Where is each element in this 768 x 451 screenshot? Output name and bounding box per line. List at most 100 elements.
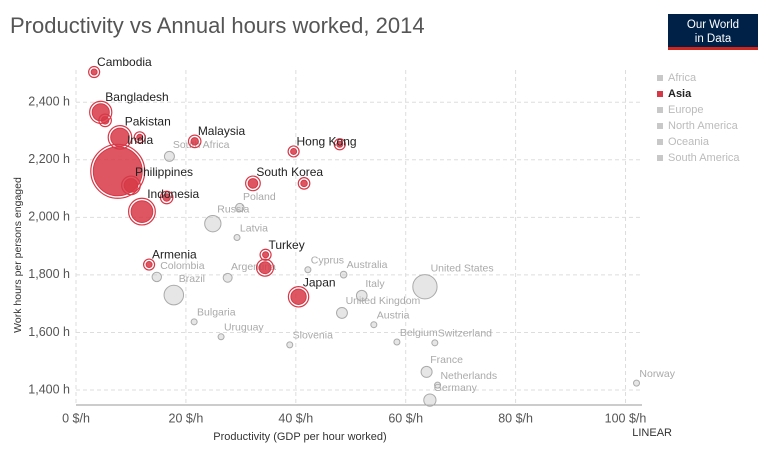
point-ring — [107, 124, 133, 150]
legend-swatch[interactable] — [657, 155, 663, 161]
data-point — [233, 234, 241, 241]
legend-swatch[interactable] — [657, 139, 663, 145]
data-point — [163, 150, 175, 162]
legend-swatch[interactable] — [657, 107, 663, 113]
point-label: Netherlands — [440, 370, 497, 382]
data-point — [247, 178, 259, 189]
scale-label[interactable]: LINEAR — [632, 427, 672, 439]
point-ring — [133, 131, 146, 144]
point-ring — [88, 65, 101, 79]
point-label: United States — [431, 262, 494, 274]
point-label: Malaysia — [198, 124, 246, 138]
x-tick-label: 20 $/h — [169, 411, 204, 425]
legend-swatch[interactable] — [657, 123, 663, 129]
data-point — [423, 393, 437, 407]
point-label: Bulgaria — [197, 307, 236, 319]
data-point — [393, 338, 401, 346]
point-label: Brazil — [179, 273, 205, 285]
point-label: Slovenia — [293, 330, 333, 342]
data-point — [300, 179, 308, 188]
data-point — [136, 133, 144, 141]
data-point — [434, 381, 442, 389]
point-label: Italy — [365, 278, 385, 290]
point-ring — [333, 138, 346, 151]
data-point — [222, 272, 233, 283]
grid: 1,400 h 1,600 h 1,800 h 2,000 h 2,200 h 2,400… — [28, 70, 646, 425]
logo-text: Our World — [687, 19, 739, 31]
point-ring — [259, 248, 272, 261]
point-label: France — [430, 354, 463, 366]
point-label: Cambodia — [97, 55, 152, 69]
legend-label[interactable]: Asia — [668, 88, 692, 100]
data-point — [290, 288, 307, 305]
x-tick-label: 40 $/h — [278, 411, 313, 425]
point-label: Bangladesh — [105, 90, 168, 104]
data-point — [123, 178, 139, 193]
point-label: Poland — [243, 191, 276, 203]
data-point — [412, 274, 438, 300]
point-label: South Korea — [256, 165, 323, 179]
data-point — [90, 68, 98, 76]
point-label: Hong Kong — [297, 135, 357, 149]
point-ring — [287, 286, 310, 308]
x-tick-label: 100 $/h — [605, 411, 647, 425]
legend-label[interactable]: Europe — [668, 104, 703, 116]
point-ring — [187, 134, 202, 149]
x-tick-label: 60 $/h — [388, 411, 423, 425]
data-point — [145, 261, 153, 269]
point-label: Germany — [434, 382, 478, 394]
point-label: Philippines — [135, 165, 193, 179]
data-point — [204, 215, 222, 233]
point-label: Pakistan — [125, 114, 171, 128]
data-point — [235, 202, 245, 213]
legend-swatch[interactable] — [657, 75, 663, 81]
legend-label[interactable]: Africa — [668, 72, 697, 84]
y-tick-label: 2,400 h — [28, 95, 70, 109]
point-ring — [245, 175, 261, 192]
data-point — [163, 284, 185, 306]
point-ring — [98, 113, 112, 128]
point-label: India — [127, 133, 153, 147]
point-label: Russia — [217, 203, 249, 215]
y-tick-label: 1,600 h — [28, 325, 70, 339]
logo — [668, 14, 758, 50]
data-point — [304, 266, 312, 274]
legend-label[interactable]: Oceania — [668, 136, 710, 148]
point-label: Armenia — [152, 248, 197, 262]
data-point — [190, 318, 198, 326]
y-axis-label: Work hours per persons engaged — [12, 177, 24, 333]
data-point — [110, 127, 130, 148]
legend-swatch[interactable] — [657, 91, 663, 97]
data-point — [190, 137, 199, 146]
logo-text: in Data — [695, 33, 732, 45]
point-label: Switzerland — [438, 328, 492, 340]
data-point — [162, 193, 171, 202]
legend: Africa Asia Europe North America Oceania Sout… — [657, 72, 740, 164]
point-label: Turkey — [268, 238, 304, 252]
data-point — [370, 321, 378, 329]
point-label: Cyprus — [311, 255, 344, 267]
point-ring — [297, 177, 311, 190]
y-tick-label: 2,200 h — [28, 152, 70, 166]
legend-label[interactable]: North America — [668, 120, 739, 132]
point-label: United Kingdom — [346, 295, 421, 307]
point-ring — [255, 258, 275, 277]
data-point — [290, 147, 298, 155]
chart-title: Productivity vs Annual hours worked, 201… — [10, 13, 425, 38]
data-point — [355, 289, 368, 302]
x-tick-label: 0 $/h — [62, 411, 90, 425]
point-label: South Africa — [173, 139, 230, 151]
data-point — [100, 116, 110, 125]
legend-label[interactable]: South America — [668, 152, 740, 164]
data-point — [633, 379, 641, 387]
logo-bar — [668, 47, 758, 50]
point-label: Australia — [347, 259, 388, 271]
y-tick-label: 1,400 h — [28, 382, 70, 396]
data-point — [217, 333, 225, 341]
x-axis-label: Productivity (GDP per hour worked) — [213, 431, 386, 443]
point-label: Indonesia — [147, 187, 199, 201]
point-ring — [142, 258, 156, 271]
data-point — [151, 271, 162, 283]
